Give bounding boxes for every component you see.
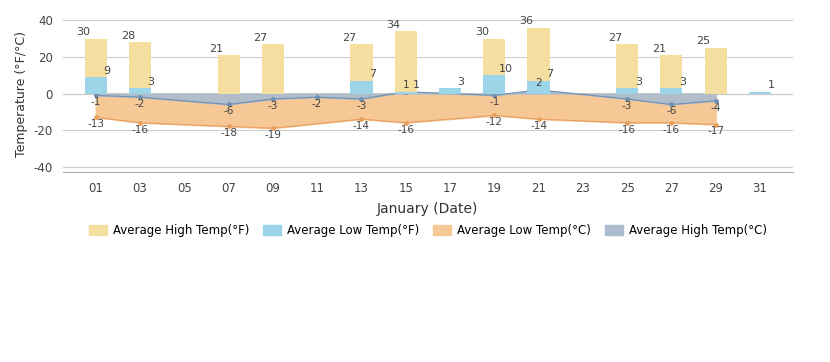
Text: 7: 7 xyxy=(546,69,553,79)
Text: -6: -6 xyxy=(223,106,234,116)
Text: 30: 30 xyxy=(76,27,90,37)
Y-axis label: Temperature (°F/°C): Temperature (°F/°C) xyxy=(15,30,28,156)
Text: 36: 36 xyxy=(520,16,534,26)
Bar xyxy=(129,88,151,93)
Bar xyxy=(350,44,373,93)
Text: -6: -6 xyxy=(666,106,676,116)
Text: 27: 27 xyxy=(342,33,356,43)
Text: 3: 3 xyxy=(457,77,465,87)
Text: 21: 21 xyxy=(209,44,223,54)
Text: -12: -12 xyxy=(486,117,503,127)
Text: -13: -13 xyxy=(87,119,105,129)
Text: 34: 34 xyxy=(387,20,401,30)
Text: -4: -4 xyxy=(710,103,721,113)
Bar xyxy=(129,42,151,93)
Text: -14: -14 xyxy=(353,121,370,131)
Text: -3: -3 xyxy=(268,101,278,111)
Text: -16: -16 xyxy=(618,125,636,135)
Text: -16: -16 xyxy=(663,125,680,135)
Bar xyxy=(217,55,240,93)
Text: 28: 28 xyxy=(120,31,135,41)
Text: 9: 9 xyxy=(103,66,110,76)
X-axis label: January (Date): January (Date) xyxy=(377,202,479,216)
Bar xyxy=(528,28,549,93)
Bar xyxy=(749,92,771,93)
Bar xyxy=(394,31,417,93)
Bar xyxy=(85,77,107,93)
Text: -2: -2 xyxy=(312,99,322,109)
Text: 27: 27 xyxy=(253,33,268,43)
Text: 2: 2 xyxy=(535,79,542,88)
Bar xyxy=(528,81,549,93)
Text: -3: -3 xyxy=(356,101,367,111)
Text: -3: -3 xyxy=(622,101,632,111)
Bar xyxy=(705,48,727,93)
Text: 10: 10 xyxy=(498,64,512,74)
Bar xyxy=(350,81,373,93)
Bar xyxy=(261,44,284,93)
Bar xyxy=(483,75,505,93)
Text: -2: -2 xyxy=(134,99,145,109)
Text: -17: -17 xyxy=(707,126,725,136)
Bar xyxy=(85,39,107,93)
Text: 1: 1 xyxy=(768,80,774,90)
Text: -16: -16 xyxy=(131,125,149,135)
Text: -1: -1 xyxy=(90,97,101,107)
Bar xyxy=(616,44,638,93)
Text: -19: -19 xyxy=(265,130,281,140)
Text: -16: -16 xyxy=(398,125,414,135)
Text: -18: -18 xyxy=(220,128,237,138)
Text: 30: 30 xyxy=(475,27,489,37)
Text: 27: 27 xyxy=(608,33,622,43)
Text: 1: 1 xyxy=(403,80,409,90)
Bar xyxy=(483,39,505,93)
Text: -1: -1 xyxy=(489,97,500,107)
Text: 7: 7 xyxy=(369,69,376,79)
Text: 3: 3 xyxy=(148,77,154,87)
Bar xyxy=(616,88,638,93)
Bar xyxy=(661,88,682,93)
Bar xyxy=(394,92,417,93)
Text: 3: 3 xyxy=(635,77,642,87)
Text: 1: 1 xyxy=(413,80,420,90)
Text: 3: 3 xyxy=(679,77,686,87)
Legend: Average High Temp(°F), Average Low Temp(°F), Average Low Temp(°C), Average High : Average High Temp(°F), Average Low Temp(… xyxy=(85,219,771,241)
Text: 21: 21 xyxy=(652,44,666,54)
Text: -14: -14 xyxy=(530,121,547,131)
Bar xyxy=(661,55,682,93)
Bar xyxy=(439,88,461,93)
Text: 25: 25 xyxy=(696,37,710,46)
